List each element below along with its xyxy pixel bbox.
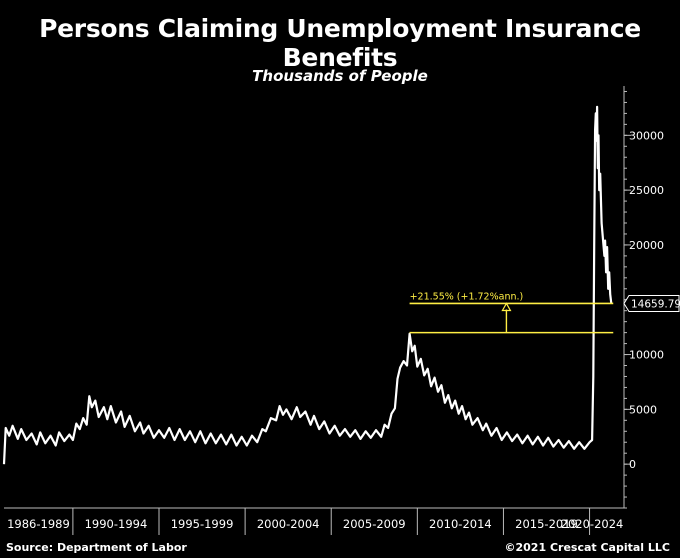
- annotation-label: +21.55% (+1.72%ann.): [410, 291, 524, 302]
- x-tick-label: 2020-2024: [561, 517, 624, 531]
- x-tick-label: 1986-1989: [7, 517, 70, 531]
- y-tick-label: 10000: [629, 349, 664, 362]
- annotation-arrow-head: [501, 302, 512, 312]
- series-line-unemployment-claims: [2, 105, 613, 465]
- y-tick-label: 0: [629, 458, 636, 471]
- y-tick-label: 25000: [629, 184, 664, 197]
- y-tick-label: 5000: [629, 403, 657, 416]
- chart-title: Persons Claiming Unemployment Insurance …: [39, 14, 641, 72]
- chart-subtitle: Thousands of People: [252, 67, 428, 85]
- x-tick-label: 1995-1999: [171, 517, 234, 531]
- y-tick-label: 30000: [629, 129, 664, 142]
- x-tick-label: 2010-2014: [429, 517, 492, 531]
- x-tick-label: 2005-2009: [343, 517, 406, 531]
- x-tick-label: 2015-2019: [515, 517, 578, 531]
- last-value-label: 14659.79: [631, 298, 680, 310]
- source-note: Source: Department of Labor: [6, 541, 187, 554]
- x-tick-label: 1990-1994: [85, 517, 148, 531]
- y-tick-label: 20000: [629, 239, 664, 252]
- copyright-note: ©2021 Crescat Capital LLC: [504, 541, 671, 554]
- x-tick-label: 2000-2004: [257, 517, 320, 531]
- last-value-box: [623, 294, 680, 312]
